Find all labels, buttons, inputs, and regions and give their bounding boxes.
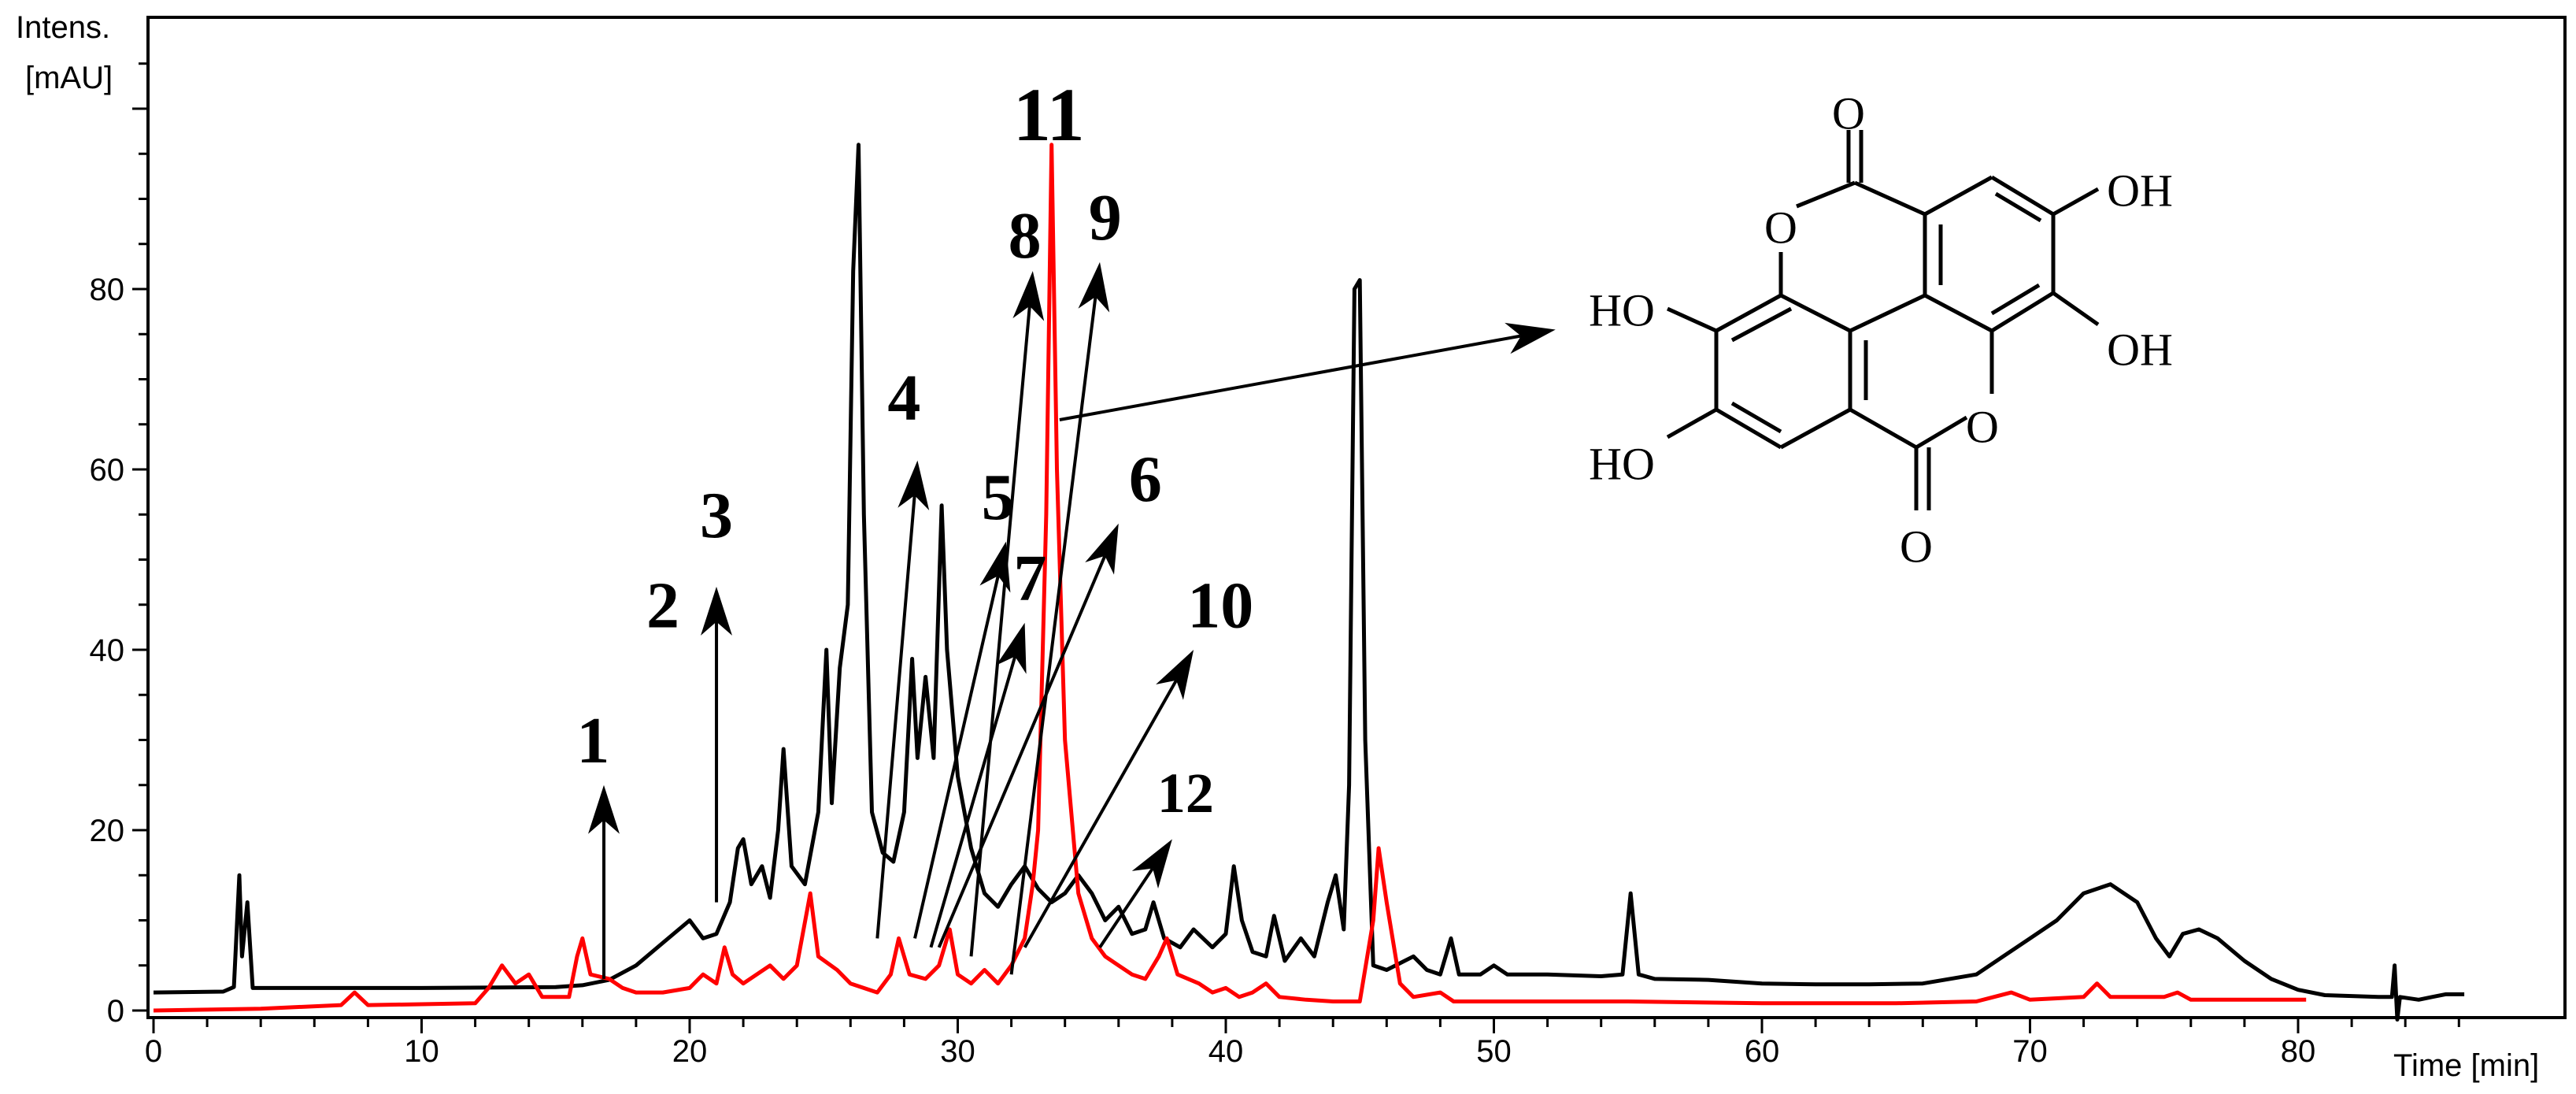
peak-label-1: 1: [576, 704, 609, 777]
peak-label-8: 8: [1009, 199, 1042, 273]
ellagic-acid-structure: [1666, 130, 2100, 510]
arrow-head: [1131, 839, 1172, 889]
peak-label-11: 11: [1013, 72, 1085, 157]
y-axis-label-line2: [mAU]: [25, 61, 113, 95]
arrow-shaft: [875, 495, 916, 939]
arrow-head: [1156, 650, 1194, 700]
arrow-head: [1085, 523, 1119, 575]
arrow-shaft: [929, 655, 1017, 948]
x-tick-label: 70: [2012, 1034, 2048, 1069]
peak-label-5: 5: [982, 461, 1015, 534]
peak-label-10: 10: [1187, 569, 1253, 642]
peak-label-2: 2: [646, 569, 679, 642]
x-tick-label: 10: [404, 1034, 439, 1069]
arrow-shaft: [969, 306, 1031, 957]
arrow-head: [979, 541, 1011, 593]
x-tick-label: 30: [940, 1034, 975, 1069]
atom-label: O: [1764, 202, 1797, 253]
x-tick-label: 80: [2281, 1034, 2316, 1069]
peak-label-7: 7: [1013, 542, 1046, 615]
x-axis-ticks: 0 10 20 30 40 50 60 70 80: [145, 1018, 2460, 1069]
arrow-shaft: [1023, 679, 1178, 948]
x-tick-label: 50: [1476, 1034, 1512, 1069]
arrow-head: [1078, 261, 1110, 313]
y-tick-label: 40: [90, 633, 125, 668]
atom-label: O: [1966, 401, 1999, 452]
y-tick-label: 60: [90, 453, 125, 488]
peak-label-4: 4: [887, 362, 920, 435]
x-tick-label: 40: [1208, 1034, 1244, 1069]
x-tick-label: 20: [672, 1034, 708, 1069]
y-tick-label: 80: [90, 273, 125, 307]
arrow-head: [1012, 271, 1045, 321]
y-axis-label-line1: Intens.: [16, 10, 110, 45]
atom-label: HO: [1589, 438, 1655, 489]
structure-atom-labels: O O OH HO OH O HO O: [1589, 87, 2173, 572]
x-axis-label: Time [min]: [2393, 1048, 2539, 1083]
peak-label-12: 12: [1157, 762, 1214, 825]
arrow-head: [588, 784, 620, 834]
y-tick-label: 0: [107, 994, 124, 1029]
peak-label-3: 3: [700, 479, 733, 552]
atom-label: O: [1832, 87, 1865, 139]
plot-frame: [146, 16, 2567, 1019]
peak-arrows: [588, 261, 1556, 979]
arrow-head: [701, 586, 732, 636]
arrow-shaft: [937, 555, 1107, 948]
arrow-shaft: [1098, 867, 1154, 948]
x-tick-label: 0: [145, 1034, 162, 1069]
atom-label: O: [1900, 521, 1933, 572]
plot-border: [146, 16, 2567, 1019]
chart-series: [153, 143, 2465, 1022]
arrow-shaft: [1009, 296, 1097, 975]
arrow-head: [898, 460, 930, 510]
series-line-1: [153, 143, 2465, 1022]
arrow-shaft: [913, 575, 1000, 939]
peak-label-9: 9: [1089, 181, 1122, 254]
arrow-head: [996, 622, 1027, 674]
atom-label: HO: [1589, 284, 1655, 336]
peak-label-6: 6: [1129, 443, 1162, 516]
atom-label: OH: [2107, 324, 2173, 375]
arrow-shaft: [1059, 334, 1522, 421]
series-line-2: [153, 143, 2307, 1013]
y-axis-ticks: 0 20 40 60 80: [90, 62, 148, 1029]
y-tick-label: 20: [90, 814, 125, 848]
x-tick-label: 60: [1745, 1034, 1780, 1069]
arrow-head: [1505, 322, 1556, 354]
atom-label: OH: [2107, 165, 2173, 216]
